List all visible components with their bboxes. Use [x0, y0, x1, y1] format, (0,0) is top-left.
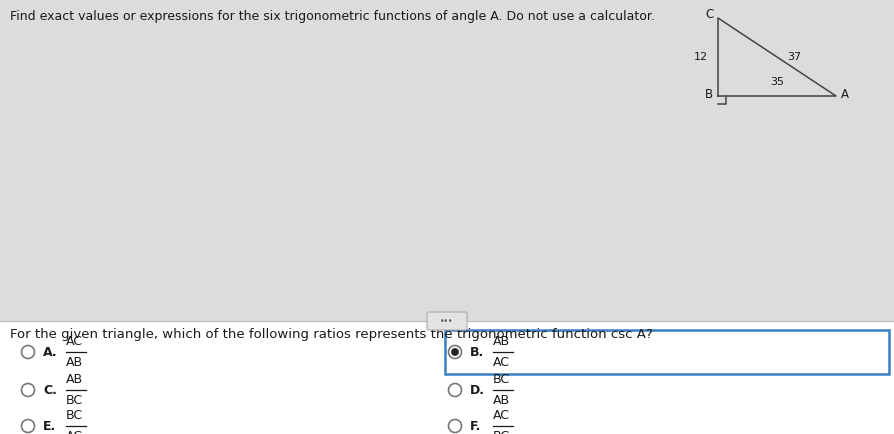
Text: AC: AC [66, 430, 83, 434]
Text: AC: AC [493, 409, 510, 422]
Text: AB: AB [493, 335, 510, 348]
Text: 37: 37 [787, 52, 801, 62]
Text: AB: AB [66, 356, 83, 369]
Text: AB: AB [66, 373, 83, 386]
Text: BC: BC [66, 409, 83, 422]
Bar [0, 321, 894, 434]
Text: 35: 35 [770, 77, 784, 87]
Text: D.: D. [470, 384, 485, 397]
Text: C: C [704, 7, 713, 20]
Text: E.: E. [43, 420, 56, 433]
Text: A: A [841, 89, 849, 102]
Text: AB: AB [493, 394, 510, 407]
Text: Find exact values or expressions for the six trigonometric functions of angle A.: Find exact values or expressions for the… [10, 10, 655, 23]
Text: B.: B. [470, 345, 485, 358]
Text: BC: BC [493, 430, 510, 434]
Circle shape [451, 349, 459, 355]
Text: F.: F. [470, 420, 481, 433]
Text: AC: AC [493, 356, 510, 369]
Text: B: B [705, 89, 713, 102]
Text: AC: AC [66, 335, 83, 348]
Text: •••: ••• [440, 316, 454, 326]
FancyBboxPatch shape [445, 330, 889, 374]
Text: 12: 12 [694, 52, 708, 62]
Text: C.: C. [43, 384, 57, 397]
FancyBboxPatch shape [427, 312, 467, 330]
Text: A.: A. [43, 345, 57, 358]
Bar [0, 0, 894, 321]
Text: BC: BC [66, 394, 83, 407]
Text: BC: BC [493, 373, 510, 386]
Text: For the given triangle, which of the following ratios represents the trigonometr: For the given triangle, which of the fol… [10, 328, 653, 341]
